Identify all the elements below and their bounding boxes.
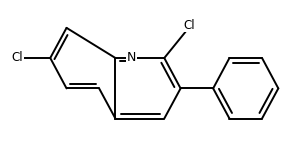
Text: N: N	[127, 51, 136, 65]
Text: Cl: Cl	[12, 51, 23, 65]
Text: Cl: Cl	[183, 19, 194, 32]
